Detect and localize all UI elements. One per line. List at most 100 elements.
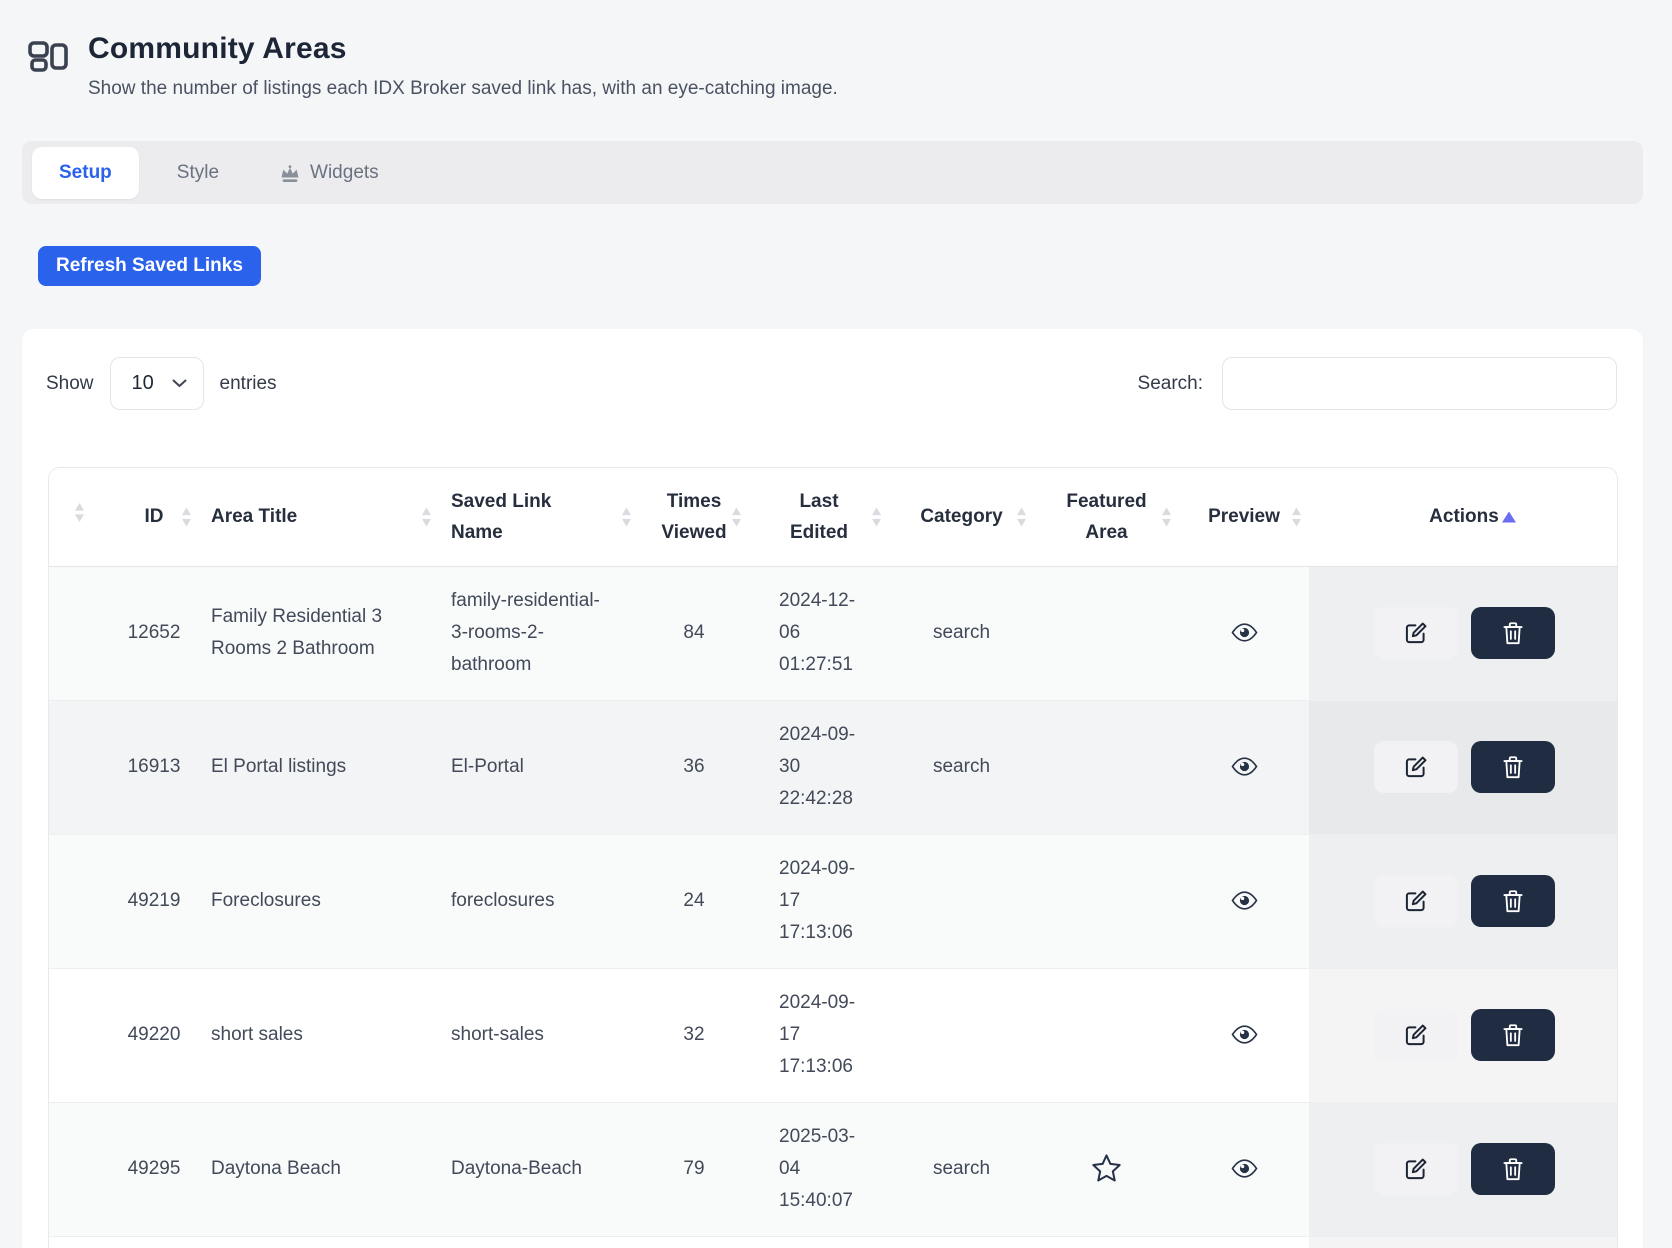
times-viewed-cell: 32 — [639, 967, 749, 1102]
delete-button[interactable] — [1470, 1143, 1555, 1195]
saved-links-table: ID Area Title Saved Link Name Times Viewed L… — [48, 467, 1618, 1248]
row-index-cell — [49, 699, 109, 834]
sort-icon — [1016, 507, 1027, 527]
actions-cell — [1309, 833, 1617, 968]
last-edited-cell: 2024-12-06 01:27:51 — [749, 565, 889, 700]
sort-icon — [871, 507, 882, 527]
preview-cell — [1179, 565, 1309, 700]
table-row: 49295 Daytona Beach Daytona-Beach 79 202… — [49, 1101, 1617, 1236]
area-title-cell: short sales — [199, 967, 439, 1102]
trash-icon — [1500, 888, 1526, 915]
column-label: Last Edited — [789, 490, 849, 543]
search-control: Search: — [1138, 357, 1617, 410]
page-length-control: Show 10 entries — [46, 357, 277, 410]
sort-icon — [731, 507, 742, 527]
last-edited-cell: 2024-09-17 17:13:06 — [749, 967, 889, 1102]
id-cell: 16913 — [109, 699, 199, 834]
column-header-category[interactable]: Category — [889, 468, 1034, 567]
search-input[interactable] — [1222, 357, 1617, 410]
crown-icon — [279, 164, 301, 184]
refresh-saved-links-button[interactable]: Refresh Saved Links — [38, 246, 261, 286]
id-cell: 49295 — [109, 1101, 199, 1236]
column-header-times-viewed[interactable]: Times Viewed — [639, 468, 749, 567]
delete-button[interactable] — [1470, 741, 1555, 793]
category-cell — [889, 1235, 1034, 1248]
saved-link-name-cell: El-Portal — [439, 699, 639, 834]
saved-link-name-cell: foreclosures — [439, 833, 639, 968]
edit-button[interactable] — [1373, 1143, 1458, 1195]
id-cell: 49220 — [109, 967, 199, 1102]
preview-cell — [1179, 699, 1309, 834]
page-length-select[interactable]: 10 — [109, 357, 204, 410]
edit-icon — [1402, 1021, 1430, 1049]
table-header-row: ID Area Title Saved Link Name Times Viewed L… — [49, 468, 1617, 567]
actions-cell — [1309, 699, 1617, 834]
column-header-saved-link-name[interactable]: Saved Link Name — [439, 468, 639, 567]
area-title-cell: Family Residential 3 Rooms 2 Bathroom — [199, 565, 439, 700]
tab-widgets[interactable]: Widgets — [279, 162, 379, 184]
actions-cell — [1309, 967, 1617, 1102]
featured-area-cell — [1034, 699, 1179, 834]
sort-icon — [74, 503, 85, 527]
featured-area-cell — [1034, 565, 1179, 700]
preview-eye-icon[interactable] — [1231, 623, 1258, 643]
column-header-id[interactable]: ID — [109, 468, 199, 567]
last-edited-cell: 2024-09-17 17:13:06 — [749, 833, 889, 968]
tab-setup-label: Setup — [59, 161, 112, 183]
saved-link-name-cell: Daytona-Beach — [439, 1101, 639, 1236]
column-header-featured-area[interactable]: Featured Area — [1034, 468, 1179, 567]
tab-style[interactable]: Style — [177, 162, 219, 184]
edit-button[interactable] — [1373, 741, 1458, 793]
table-row: 12652 Family Residential 3 Rooms 2 Bathr… — [49, 565, 1617, 700]
column-header-last-edited[interactable]: Last Edited — [749, 468, 889, 567]
featured-area-cell — [1034, 1235, 1179, 1248]
edit-button[interactable] — [1373, 1009, 1458, 1061]
column-label: Featured Area — [1066, 490, 1147, 543]
sort-icon — [1291, 507, 1302, 527]
preview-eye-icon[interactable] — [1231, 1025, 1258, 1045]
preview-cell — [1179, 833, 1309, 968]
id-cell: 12652 — [109, 565, 199, 700]
sort-icon — [621, 507, 632, 527]
area-title-cell: Foreclosures — [199, 833, 439, 968]
sort-icon — [1161, 507, 1172, 527]
column-label: ID — [144, 506, 164, 528]
delete-button[interactable] — [1470, 607, 1555, 659]
edit-button[interactable] — [1373, 607, 1458, 659]
column-label: Times Viewed — [661, 490, 727, 543]
row-index-cell — [49, 565, 109, 700]
preview-eye-icon[interactable] — [1231, 1159, 1258, 1179]
table-row: 49220 short sales short-sales 32 2024-09… — [49, 967, 1617, 1102]
column-header-index[interactable] — [49, 468, 109, 567]
edit-icon — [1402, 1155, 1430, 1183]
preview-eye-icon[interactable] — [1231, 891, 1258, 911]
times-viewed-cell: 79 — [639, 1101, 749, 1236]
saved-link-name-cell — [439, 1235, 639, 1248]
tab-setup[interactable]: Setup — [32, 146, 139, 199]
preview-eye-icon[interactable] — [1231, 757, 1258, 777]
entries-label: entries — [219, 372, 277, 394]
area-title-cell: Daytona Beach — [199, 1101, 439, 1236]
column-header-preview[interactable]: Preview — [1179, 468, 1309, 567]
last-edited-cell: 2025-03-04 15:40:07 — [749, 1101, 889, 1236]
edit-button[interactable] — [1373, 875, 1458, 927]
featured-star-icon[interactable] — [1090, 1153, 1123, 1184]
trash-icon — [1500, 1156, 1526, 1183]
actions-cell — [1309, 1235, 1617, 1248]
show-label: Show — [46, 372, 94, 394]
search-label: Search: — [1137, 372, 1203, 394]
category-cell: search — [889, 1101, 1034, 1236]
times-viewed-cell: 24 — [639, 833, 749, 968]
column-header-area-title[interactable]: Area Title — [199, 468, 439, 567]
preview-cell — [1179, 1101, 1309, 1236]
row-index-cell — [49, 833, 109, 968]
saved-link-name-cell: short-sales — [439, 967, 639, 1102]
column-header-actions[interactable]: Actions — [1309, 468, 1617, 567]
table-row — [49, 1235, 1617, 1248]
delete-button[interactable] — [1470, 1009, 1555, 1061]
area-title-cell: El Portal listings — [199, 699, 439, 834]
last-edited-cell — [749, 1235, 889, 1248]
delete-button[interactable] — [1470, 875, 1555, 927]
actions-cell — [1309, 565, 1617, 700]
id-cell — [109, 1235, 199, 1248]
